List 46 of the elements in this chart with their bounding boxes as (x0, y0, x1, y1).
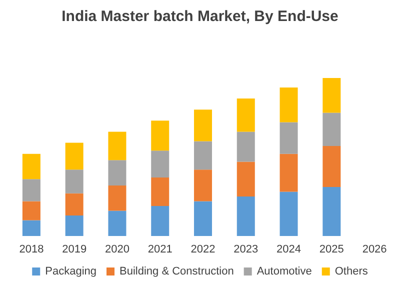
bar (22, 201, 40, 220)
bar (280, 122, 298, 154)
bar (280, 87, 298, 122)
bar (151, 120, 170, 151)
bar (236, 98, 255, 132)
x-tick-label: 2020 (104, 244, 130, 256)
bar (194, 110, 212, 142)
bar (236, 132, 255, 162)
bar (22, 179, 40, 202)
bar (194, 201, 212, 236)
x-tick-label: 2025 (319, 244, 344, 256)
bar (65, 193, 84, 216)
x-tick-label: 2019 (62, 244, 87, 256)
bar (65, 142, 84, 170)
x-tick-label: 2022 (190, 244, 216, 256)
bar (151, 150, 170, 178)
bar (108, 185, 126, 211)
bar (280, 192, 298, 236)
bar (108, 210, 126, 236)
bar (65, 215, 84, 236)
legend-label: Building & Construction (119, 266, 234, 278)
bar (322, 112, 341, 146)
bar (108, 160, 126, 186)
x-tick-label: 2021 (148, 244, 172, 256)
bar (236, 196, 255, 236)
bar (108, 132, 126, 160)
legend-label: Automotive (256, 266, 312, 278)
legend-label: Others (334, 266, 368, 278)
bar (22, 154, 40, 180)
bar (151, 206, 170, 236)
x-tick-label: 2018 (19, 244, 44, 256)
bar (236, 162, 255, 196)
bar (194, 141, 212, 170)
bar (322, 78, 341, 113)
bar (65, 170, 84, 194)
chart-title: India Master batch Market, By End-Use (62, 8, 338, 25)
legend-label: Packaging (45, 266, 96, 278)
bar (322, 146, 341, 188)
x-tick-label: 2026 (362, 244, 387, 256)
bar (22, 220, 40, 236)
x-tick-label: 2024 (276, 244, 302, 256)
bar (322, 187, 341, 236)
x-tick-label: 2023 (234, 244, 258, 256)
bar (151, 178, 170, 206)
bar (280, 154, 298, 192)
bar (194, 170, 212, 202)
